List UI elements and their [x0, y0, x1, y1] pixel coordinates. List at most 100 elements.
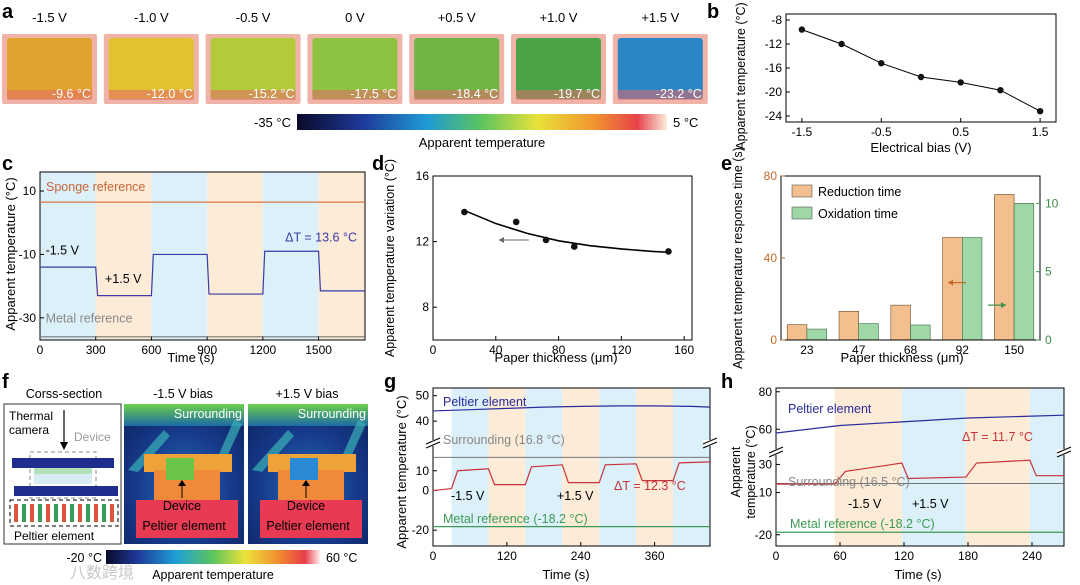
g-plot-break-mark	[425, 437, 441, 445]
g-plot-xtick-label: 360	[645, 549, 665, 563]
f-camera-line1: Thermal	[9, 409, 53, 423]
c-xtick-label: 900	[197, 343, 217, 357]
h-plot-ytick-label: 80	[759, 385, 773, 399]
a-bias-label: 0 V	[345, 10, 365, 25]
c-ylabel: Apparent temperature (°C)	[3, 177, 18, 330]
b-point	[957, 79, 964, 86]
f-img2-title: +1.5 V bias	[276, 387, 339, 401]
g-plot-series-line	[432, 461, 711, 492]
a-tile-film	[210, 38, 296, 99]
g-plot-band	[488, 388, 526, 546]
chart-c: 10 -10 -30 0 300 600 900 1200 1500 Sponge referen…	[19, 171, 366, 357]
a-temp-label: -19.7 °C	[554, 87, 600, 101]
b-point	[1036, 108, 1044, 115]
colorbar-a-label: Apparent temperature	[419, 135, 545, 150]
e-bar-reduction	[942, 237, 963, 341]
g-plot-peltier-label: Peltier element	[443, 395, 527, 409]
g-plot-band	[673, 388, 710, 546]
e-bar-reduction	[994, 194, 1015, 341]
h-plot-xtick-label: 120	[894, 549, 914, 563]
f-peltier-stripe	[78, 504, 82, 522]
f-layer-top	[12, 458, 114, 468]
f-peltier-stripe	[22, 504, 26, 522]
f-img-wire-left	[252, 430, 294, 472]
h-plot-xtick-label: 60	[833, 549, 847, 563]
h-ylabel-line2: temperature (°C)	[744, 425, 758, 518]
g-plot-break-mark	[425, 441, 441, 449]
a-tile-film	[516, 38, 601, 99]
f-img-top	[248, 404, 368, 426]
a-tile-film	[312, 38, 398, 99]
f-peltier-stripe	[102, 504, 106, 522]
f-img-device-label: Device	[163, 499, 201, 513]
c-ytick-label: -10	[19, 247, 37, 261]
panel-f-letter: f	[2, 371, 9, 393]
e-xtick-label: 92	[956, 343, 970, 357]
f-peltier-stripe	[30, 504, 34, 522]
a-bias-label: +1.5 V	[641, 10, 679, 25]
c-ytick-label: -30	[19, 311, 37, 325]
f-img-device	[166, 458, 194, 480]
b-ylabel: Apparent temperature (°C)	[734, 2, 748, 149]
e-bar-oxidation	[1013, 203, 1035, 341]
h-xlabel: Time (s)	[894, 567, 941, 582]
e-y2tick-label: 5	[1045, 265, 1052, 279]
h-plot-band	[965, 388, 1030, 546]
f-img-peltier	[136, 500, 238, 538]
a-tile-film	[617, 38, 703, 99]
d-point	[461, 208, 468, 216]
chart-b: -8 -12 -16 -20 -24 -1.5 -0.5 0.5 1.5	[765, 13, 1057, 139]
panel-c: c 10 -10 -30 0 300 600 900 1200 1500 Sponge refer…	[2, 153, 366, 365]
a-tile-film	[108, 38, 194, 99]
g-plot-ytick-label: 10	[416, 464, 430, 478]
h-plot-break-mark	[1056, 446, 1072, 454]
g-plot-break-mark	[702, 437, 718, 445]
b-frame	[785, 13, 1057, 123]
c-band	[318, 172, 365, 340]
f-peltier-label-left: Peltier element	[14, 529, 95, 543]
h-ylabel: Apparenttemperature (°C)	[729, 425, 758, 518]
f-layer-mid	[34, 468, 92, 474]
c-annot-neg: -1.5 V	[46, 243, 80, 257]
h-plot-ytick-label: 30	[759, 457, 773, 471]
panel-a-letter: a	[2, 1, 14, 23]
colorbar-f-min: -20 °C	[66, 551, 102, 565]
h-plot-series-line	[776, 459, 1064, 485]
thermal-tiles: -1.5 V -9.6 °C -1.0 V -12.0 °C -0.5 V -15.2 °…	[2, 10, 708, 104]
panel-f: f Corss-section Thermal camera Device Pel…	[2, 371, 368, 582]
e-xtick-label: 47	[852, 343, 866, 357]
c-annot-sponge: Sponge reference	[46, 180, 145, 194]
panel-b-letter: b	[707, 1, 719, 23]
e-xlabel: Paper thickness (μm)	[840, 350, 963, 365]
b-xlabel: Electrical bias (V)	[870, 140, 971, 155]
d-point	[665, 248, 672, 255]
b-xtick-label: 1.5	[1032, 125, 1049, 139]
d-point	[542, 236, 550, 244]
c-xtick-label: 600	[141, 343, 161, 357]
h-plot-ytick-label: -20	[755, 528, 773, 542]
h-plot-annot-pos: +1.5 V	[912, 497, 949, 511]
watermark: 八数跨境	[70, 563, 134, 582]
f-peltier-stripe	[86, 504, 90, 522]
h-plot-break-mark	[768, 450, 784, 458]
g-xlabel: Time (s)	[542, 567, 589, 582]
c-annot-dt: ΔT = 13.6 °C	[285, 231, 357, 245]
f-device-label-left: Device	[74, 430, 111, 444]
h-plot-break-gap	[1057, 449, 1071, 455]
d-xtick-label: 0	[430, 343, 437, 357]
b-ytick-label: -16	[765, 61, 783, 75]
c-xtick-label: 300	[86, 343, 106, 357]
c-xtick-label: 0	[37, 343, 44, 357]
panel-b: b -8 -12 -16 -20 -24 -1.5 -0.5 0.5 1.5 Electrica…	[707, 1, 1057, 155]
e-left-arrowhead	[948, 279, 953, 286]
g-plot-surrounding-label: Surrounding (16.8 °C)	[443, 433, 565, 447]
a-tile-edge	[108, 90, 194, 100]
a-tile-edge	[312, 90, 398, 100]
f-img-arrowhead	[178, 480, 186, 486]
a-bias-label: -0.5 V	[236, 10, 271, 25]
h-plot-ytick-label: 60	[759, 422, 773, 436]
h-plot-frame	[775, 387, 1065, 547]
g-plot-ytick-label: 50	[416, 389, 430, 403]
